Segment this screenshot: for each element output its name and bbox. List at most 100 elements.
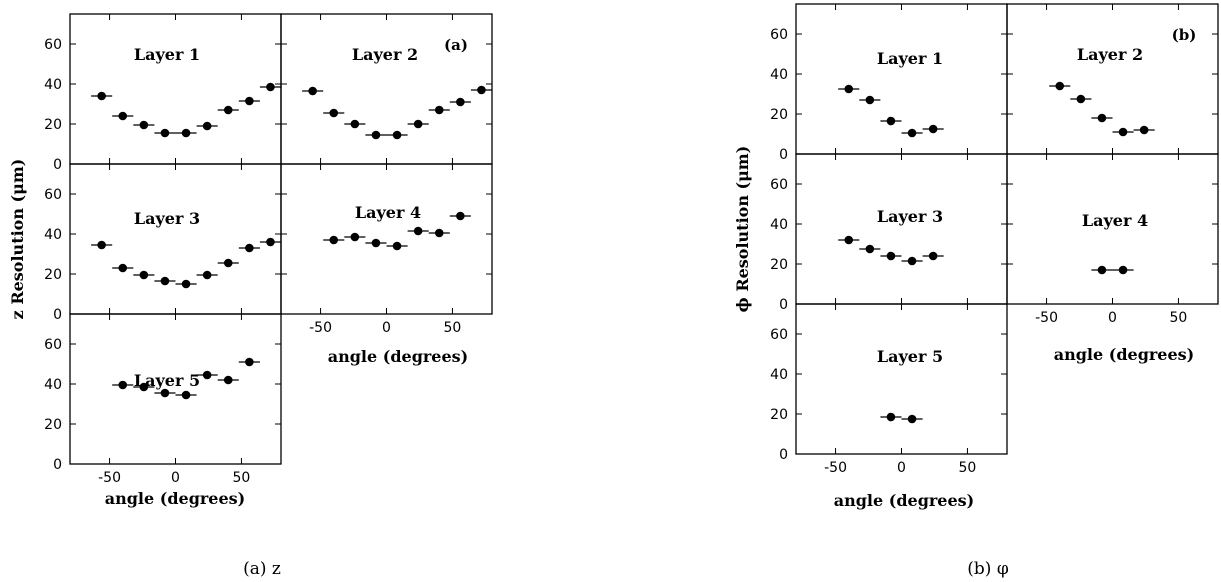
data-point <box>434 228 444 238</box>
panel-b-layer5-frame <box>795 303 1008 455</box>
y-tick-label: 40 <box>770 217 788 233</box>
x-tick-label: 0 <box>1108 310 1117 326</box>
x-tick-label: 0 <box>171 470 180 486</box>
data-point <box>1118 127 1128 137</box>
data-point <box>266 82 275 92</box>
data-point <box>181 390 191 400</box>
layer-label-a2: Layer 2 <box>352 45 418 64</box>
y-tick-label: 20 <box>770 407 788 423</box>
layer-label-b1: Layer 1 <box>877 49 943 68</box>
y-tick-label: 0 <box>53 457 62 473</box>
y-tick-label: 40 <box>770 367 788 383</box>
data-point <box>886 412 896 422</box>
x-axis-title-a5: angle (degrees) <box>105 489 246 508</box>
x-tick-label: 50 <box>959 460 977 476</box>
data-point <box>223 258 233 268</box>
data-point <box>118 263 128 273</box>
y-tick-label: 60 <box>770 327 788 343</box>
x-tick-label: 50 <box>444 320 462 336</box>
data-point <box>350 119 360 129</box>
y-tick-label: 20 <box>44 417 62 433</box>
data-point <box>865 244 875 254</box>
data-point <box>245 243 254 253</box>
x-axis-title-a4: angle (degrees) <box>328 347 469 366</box>
data-point <box>329 108 339 118</box>
data-point <box>1076 94 1086 104</box>
data-point <box>118 380 128 390</box>
layer-label-a1: Layer 1 <box>134 45 200 64</box>
data-point <box>1139 125 1149 135</box>
data-point <box>160 388 170 398</box>
x-tick-label: 0 <box>897 460 906 476</box>
x-axis-title-b4: angle (degrees) <box>1054 345 1195 364</box>
figure-tag-a: (a) <box>444 36 468 54</box>
panel-a-layer4-frame <box>280 163 493 315</box>
data-point <box>456 97 465 107</box>
y-tick-label: 20 <box>770 257 788 273</box>
data-point <box>413 119 423 129</box>
y-axis-title-a: z Resolution (μm) <box>8 159 27 320</box>
data-point <box>308 86 317 96</box>
data-point <box>456 211 465 221</box>
data-point <box>928 251 938 261</box>
data-point <box>844 84 854 94</box>
data-point <box>181 279 191 289</box>
data-point <box>160 276 170 286</box>
y-tick-label: 40 <box>770 67 788 83</box>
data-point <box>202 121 212 131</box>
x-tick-label: -50 <box>98 470 121 486</box>
data-point <box>1118 265 1128 275</box>
y-tick-label: 0 <box>779 297 788 313</box>
data-point <box>413 226 423 236</box>
data-point <box>392 241 402 251</box>
layer-label-b2: Layer 2 <box>1077 45 1143 64</box>
data-point <box>97 91 106 101</box>
y-tick-label: 60 <box>770 177 788 193</box>
y-tick-label: 60 <box>770 27 788 43</box>
data-point <box>371 130 381 140</box>
panel-a-layer1-frame <box>69 13 282 165</box>
panel-b-layer3-frame <box>795 153 1008 305</box>
data-point <box>1097 265 1107 275</box>
data-point <box>907 256 917 266</box>
x-tick-label: 50 <box>233 470 251 486</box>
y-tick-label: 20 <box>770 107 788 123</box>
y-tick-label: 20 <box>44 267 62 283</box>
data-point <box>181 128 191 138</box>
x-axis-title-b5: angle (degrees) <box>834 491 975 510</box>
data-point <box>139 382 149 392</box>
y-axis-title-b: ϕ Resolution (μm) <box>733 146 752 313</box>
data-point <box>223 375 233 385</box>
data-point <box>886 116 896 126</box>
data-point <box>202 370 212 380</box>
data-point <box>118 111 128 121</box>
x-tick-label: -50 <box>824 460 847 476</box>
data-point <box>886 251 896 261</box>
data-point <box>1055 81 1065 91</box>
data-point <box>223 105 233 115</box>
y-tick-label: 0 <box>53 307 62 323</box>
y-tick-label: 40 <box>44 377 62 393</box>
data-point <box>477 85 486 95</box>
data-point <box>245 96 254 106</box>
x-tick-label: -50 <box>1035 310 1058 326</box>
y-tick-label: 60 <box>44 37 62 53</box>
caption-a: (a) z <box>243 559 281 579</box>
x-tick-label: -50 <box>309 320 332 336</box>
data-point <box>371 238 381 248</box>
y-tick-label: 40 <box>44 77 62 93</box>
data-point <box>202 270 212 280</box>
y-tick-label: 0 <box>53 157 62 173</box>
y-tick-label: 0 <box>779 447 788 463</box>
y-tick-label: 40 <box>44 227 62 243</box>
figure-tag-b: (b) <box>1172 26 1197 44</box>
data-point <box>160 128 170 138</box>
data-point <box>928 124 938 134</box>
data-point <box>865 95 875 105</box>
y-tick-label: 60 <box>44 337 62 353</box>
data-point <box>907 414 917 424</box>
data-point <box>392 130 402 140</box>
data-point <box>907 128 917 138</box>
layer-label-a3: Layer 3 <box>134 209 200 228</box>
